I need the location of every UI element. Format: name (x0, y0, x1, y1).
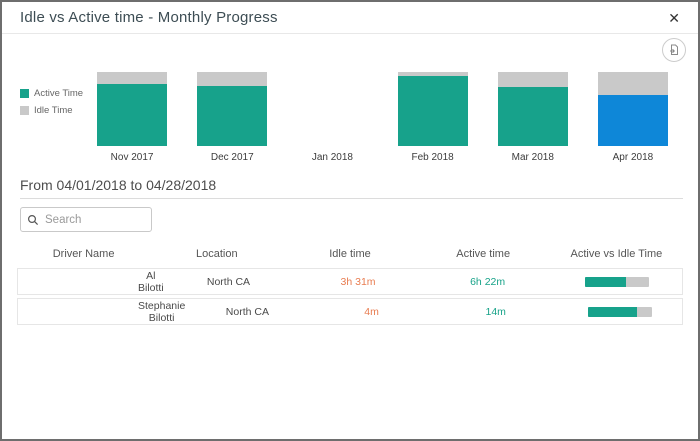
column-header: Active time (456, 248, 511, 260)
chart-slot (583, 72, 683, 146)
month-bar[interactable] (497, 72, 568, 146)
month-label: Jan 2018 (311, 152, 353, 163)
idle-segment (597, 72, 668, 95)
chart-slot (182, 72, 282, 146)
cell-active-vs-idle (558, 306, 682, 317)
month-label: Nov 2017 (110, 152, 154, 163)
legend-swatch (20, 106, 29, 115)
column-header: Active vs Idle Time (570, 248, 663, 260)
cell-idle-time: 4m (364, 305, 379, 318)
chart-x-axis-labels: Nov 2017 Dec 2017 Jan 2018 Feb 2018 Mar 2018… (82, 152, 683, 163)
column-header: Idle time (329, 248, 371, 260)
column-header: Driver Name (52, 248, 115, 260)
export-document-icon (670, 44, 678, 55)
search-box (20, 207, 152, 232)
cell-driver-name: Al Bilotti (138, 269, 164, 294)
chart-slot (82, 72, 182, 146)
cell-active-time: 6h 22m (470, 275, 506, 288)
cell-active-vs-idle (552, 276, 682, 287)
month-label: Mar 2018 (511, 152, 554, 163)
chart-slot (483, 72, 583, 146)
idle-segment (497, 72, 568, 87)
month-bar[interactable] (397, 72, 468, 146)
column-header: Location (195, 248, 238, 260)
active-vs-idle-fill (585, 276, 627, 287)
legend-label: Idle Time (34, 105, 73, 116)
active-segment (197, 86, 268, 146)
cell-idle-time: 3h 31m (340, 275, 376, 288)
active-segment (397, 76, 468, 146)
active-vs-idle-fill (587, 306, 637, 317)
period-title: From 04/01/2018 to 04/28/2018 (20, 177, 217, 193)
active-segment (597, 94, 668, 146)
active-vs-idle-bar (587, 306, 652, 317)
legend-swatch (20, 89, 29, 98)
toolbar (2, 38, 698, 64)
idle-segment (97, 72, 168, 84)
stacked-bar-chart: Active Time Idle Time Nov 2017 Dec 2017 Jan… (20, 72, 683, 163)
month-bar[interactable] (597, 72, 668, 146)
dialog-title: Idle vs Active time - Monthly Progress (20, 9, 278, 26)
cell-driver-name: Stephanie Bilotti (138, 299, 186, 324)
legend-item: Active Time (20, 88, 90, 99)
table-header-row: Driver Name Location Idle time Active time A… (17, 244, 683, 268)
month-label: Apr 2018 (612, 152, 654, 163)
legend-label: Active Time (34, 88, 84, 99)
month-bar[interactable] (97, 72, 168, 146)
month-label: Dec 2017 (210, 152, 254, 163)
cell-location: North CA (225, 305, 269, 318)
table-row[interactable]: Stephanie Bilotti North CA 4m 14m (17, 298, 683, 325)
search-input[interactable] (45, 213, 145, 226)
dialog-header: Idle vs Active time - Monthly Progress ✕ (2, 2, 698, 34)
table-body: Al Bilotti North CA 3h 31m 6h 22m Stephanie … (17, 268, 683, 325)
drivers-table: Driver Name Location Idle time Active time A… (17, 244, 683, 325)
idle-segment (397, 72, 468, 77)
chart-slot (282, 72, 382, 146)
export-report-button[interactable] (662, 38, 686, 62)
section-divider (20, 198, 683, 199)
search-icon (27, 214, 39, 225)
month-bar[interactable] (197, 72, 268, 146)
table-row[interactable]: Al Bilotti North CA 3h 31m 6h 22m (17, 268, 683, 295)
legend-item: Idle Time (20, 105, 90, 116)
cell-active-time: 14m (485, 305, 506, 318)
month-label: Feb 2018 (411, 152, 454, 163)
chart-slot (383, 72, 483, 146)
cell-location: North CA (206, 275, 251, 288)
chart-legend: Active Time Idle Time (20, 88, 90, 122)
chart-bars (82, 72, 683, 146)
active-segment (497, 86, 568, 146)
active-vs-idle-bar (585, 276, 650, 287)
idle-segment (197, 72, 268, 87)
active-segment (97, 83, 168, 146)
close-icon[interactable]: ✕ (668, 9, 680, 26)
